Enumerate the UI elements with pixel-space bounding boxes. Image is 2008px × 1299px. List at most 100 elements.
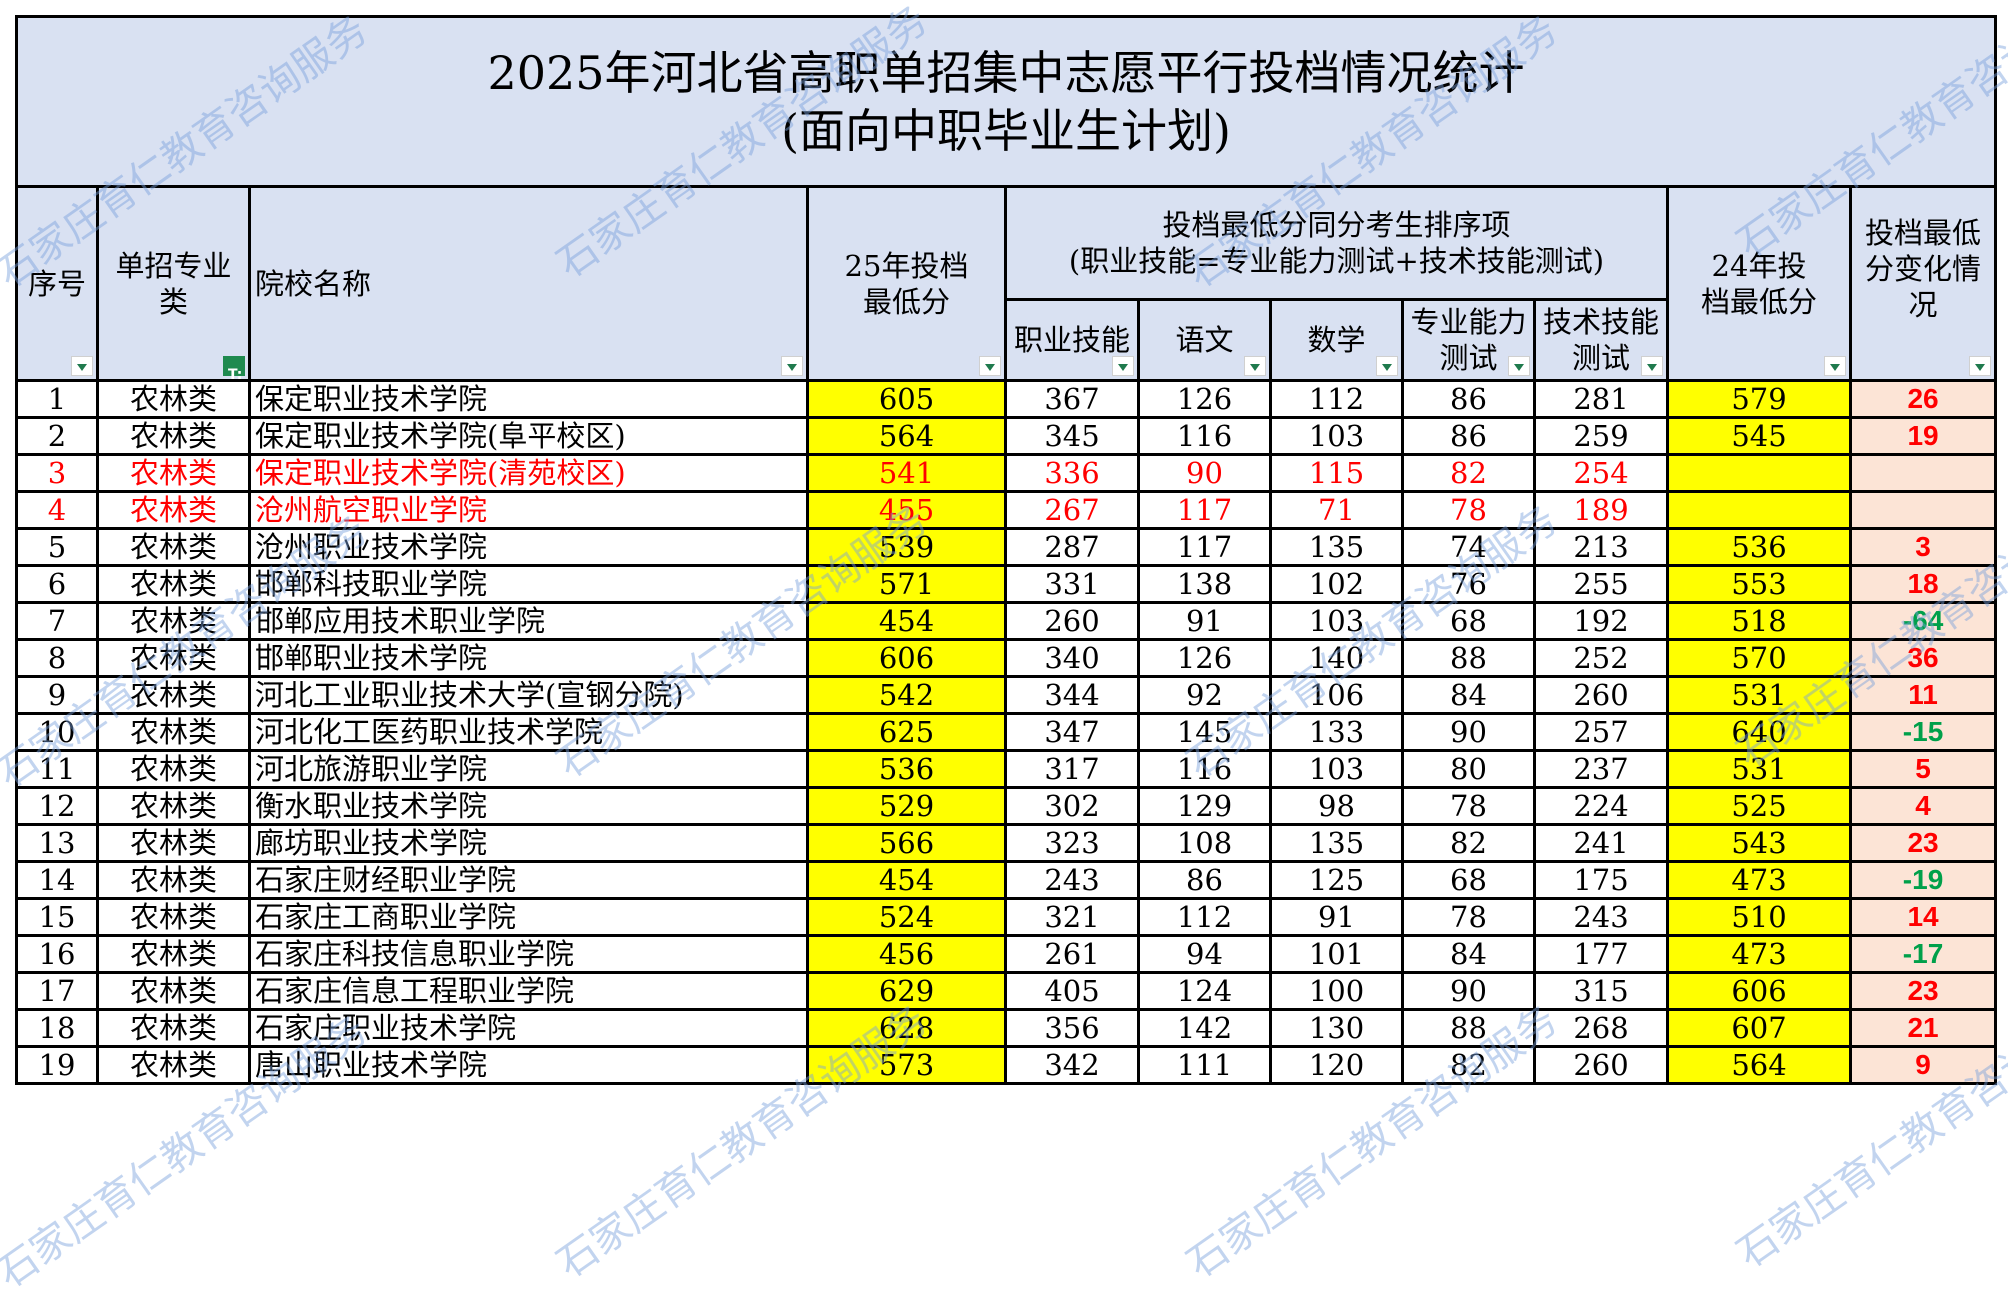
row-chinese[interactable]: 124	[1137, 971, 1272, 1011]
row-school[interactable]: 廊坊职业技术学院	[248, 823, 809, 863]
row-technical[interactable]: 192	[1533, 601, 1669, 641]
row-change[interactable]: -64	[1848, 601, 1998, 641]
row-change[interactable]: -17	[1848, 934, 1998, 974]
row-min25[interactable]: 529	[806, 786, 1007, 826]
row-change[interactable]: 4	[1848, 786, 1998, 826]
filter-dropdown-min25[interactable]	[979, 356, 1001, 376]
row-index[interactable]: 15	[15, 897, 99, 937]
row-index[interactable]: 14	[15, 860, 99, 900]
row-min25[interactable]: 524	[806, 897, 1007, 937]
table-row[interactable]: 1 农林类 保定职业技术学院 605 367 126 112 86 281 579 26	[15, 379, 1998, 419]
row-index[interactable]: 19	[15, 1045, 99, 1085]
row-category[interactable]: 农林类	[96, 823, 251, 863]
row-min24[interactable]	[1666, 453, 1852, 493]
row-professional[interactable]: 78	[1401, 786, 1536, 826]
row-vocational[interactable]: 331	[1004, 564, 1140, 604]
row-change[interactable]: 18	[1848, 564, 1998, 604]
row-index[interactable]: 3	[15, 453, 99, 493]
row-chinese[interactable]: 142	[1137, 1008, 1272, 1048]
table-row[interactable]: 12 农林类 衡水职业技术学院 529 302 129 98 78 224 525 4	[15, 786, 1998, 826]
row-school[interactable]: 保定职业技术学院	[248, 379, 809, 419]
row-chinese[interactable]: 116	[1137, 416, 1272, 456]
row-category[interactable]: 农林类	[96, 971, 251, 1011]
row-technical[interactable]: 257	[1533, 712, 1669, 752]
row-technical[interactable]: 213	[1533, 527, 1669, 567]
row-technical[interactable]: 243	[1533, 897, 1669, 937]
row-vocational[interactable]: 405	[1004, 971, 1140, 1011]
row-change[interactable]: -15	[1848, 712, 1998, 752]
table-row[interactable]: 16 农林类 石家庄科技信息职业学院 456 261 94 101 84 177 473 -17	[15, 934, 1998, 974]
row-vocational[interactable]: 261	[1004, 934, 1140, 974]
row-chinese[interactable]: 129	[1137, 786, 1272, 826]
row-vocational[interactable]: 323	[1004, 823, 1140, 863]
table-row[interactable]: 19 农林类 唐山职业技术学院 573 342 111 120 82 260 564 9	[15, 1045, 1998, 1085]
row-school[interactable]: 保定职业技术学院(清苑校区)	[248, 453, 809, 493]
row-chinese[interactable]: 94	[1137, 934, 1272, 974]
row-index[interactable]: 2	[15, 416, 99, 456]
table-row[interactable]: 5 农林类 沧州职业技术学院 539 287 117 135 74 213 536 3	[15, 527, 1998, 567]
row-category[interactable]: 农林类	[96, 527, 251, 567]
row-category[interactable]: 农林类	[96, 490, 251, 530]
row-category[interactable]: 农林类	[96, 934, 251, 974]
row-vocational[interactable]: 347	[1004, 712, 1140, 752]
row-min24[interactable]: 579	[1666, 379, 1852, 419]
row-professional[interactable]: 78	[1401, 897, 1536, 937]
row-technical[interactable]: 315	[1533, 971, 1669, 1011]
row-change[interactable]: 19	[1848, 416, 1998, 456]
row-min24[interactable]: 553	[1666, 564, 1852, 604]
row-min24[interactable]: 473	[1666, 860, 1852, 900]
filter-dropdown-school[interactable]	[781, 356, 803, 376]
row-school[interactable]: 石家庄信息工程职业学院	[248, 971, 809, 1011]
row-index[interactable]: 4	[15, 490, 99, 530]
row-vocational[interactable]: 321	[1004, 897, 1140, 937]
row-index[interactable]: 11	[15, 749, 99, 789]
row-technical[interactable]: 175	[1533, 860, 1669, 900]
row-category[interactable]: 农林类	[96, 416, 251, 456]
row-index[interactable]: 1	[15, 379, 99, 419]
row-min25[interactable]: 564	[806, 416, 1007, 456]
row-change[interactable]: 21	[1848, 1008, 1998, 1048]
row-professional[interactable]: 82	[1401, 453, 1536, 493]
row-school[interactable]: 河北化工医药职业技术学院	[248, 712, 809, 752]
row-index[interactable]: 16	[15, 934, 99, 974]
row-technical[interactable]: 259	[1533, 416, 1669, 456]
row-professional[interactable]: 88	[1401, 1008, 1536, 1048]
row-vocational[interactable]: 317	[1004, 749, 1140, 789]
row-professional[interactable]: 88	[1401, 638, 1536, 678]
row-min25[interactable]: 628	[806, 1008, 1007, 1048]
row-school[interactable]: 石家庄科技信息职业学院	[248, 934, 809, 974]
row-min24[interactable]: 543	[1666, 823, 1852, 863]
row-vocational[interactable]: 356	[1004, 1008, 1140, 1048]
row-min25[interactable]: 605	[806, 379, 1007, 419]
table-row[interactable]: 8 农林类 邯郸职业技术学院 606 340 126 140 88 252 570 36	[15, 638, 1998, 678]
row-chinese[interactable]: 145	[1137, 712, 1272, 752]
row-math[interactable]: 133	[1269, 712, 1404, 752]
row-professional[interactable]: 84	[1401, 675, 1536, 715]
row-change[interactable]: 5	[1848, 749, 1998, 789]
row-technical[interactable]: 241	[1533, 823, 1669, 863]
row-change[interactable]: 3	[1848, 527, 1998, 567]
row-vocational[interactable]: 243	[1004, 860, 1140, 900]
row-math[interactable]: 112	[1269, 379, 1404, 419]
row-min25[interactable]: 454	[806, 860, 1007, 900]
table-row[interactable]: 10 农林类 河北化工医药职业技术学院 625 347 145 133 90 257 640 -15	[15, 712, 1998, 752]
row-professional[interactable]: 68	[1401, 860, 1536, 900]
table-row[interactable]: 13 农林类 廊坊职业技术学院 566 323 108 135 82 241 543 23	[15, 823, 1998, 863]
row-category[interactable]: 农林类	[96, 860, 251, 900]
row-min25[interactable]: 541	[806, 453, 1007, 493]
row-change[interactable]: 26	[1848, 379, 1998, 419]
row-professional[interactable]: 74	[1401, 527, 1536, 567]
row-category[interactable]: 农林类	[96, 675, 251, 715]
filter-dropdown-professional[interactable]	[1508, 356, 1530, 376]
row-min25[interactable]: 456	[806, 934, 1007, 974]
filter-dropdown-math[interactable]	[1376, 356, 1398, 376]
row-professional[interactable]: 78	[1401, 490, 1536, 530]
row-min25[interactable]: 625	[806, 712, 1007, 752]
table-row[interactable]: 6 农林类 邯郸科技职业学院 571 331 138 102 76 255 553 18	[15, 564, 1998, 604]
row-school[interactable]: 邯郸科技职业学院	[248, 564, 809, 604]
row-category[interactable]: 农林类	[96, 453, 251, 493]
row-math[interactable]: 103	[1269, 601, 1404, 641]
row-category[interactable]: 农林类	[96, 379, 251, 419]
row-chinese[interactable]: 86	[1137, 860, 1272, 900]
row-technical[interactable]: 281	[1533, 379, 1669, 419]
